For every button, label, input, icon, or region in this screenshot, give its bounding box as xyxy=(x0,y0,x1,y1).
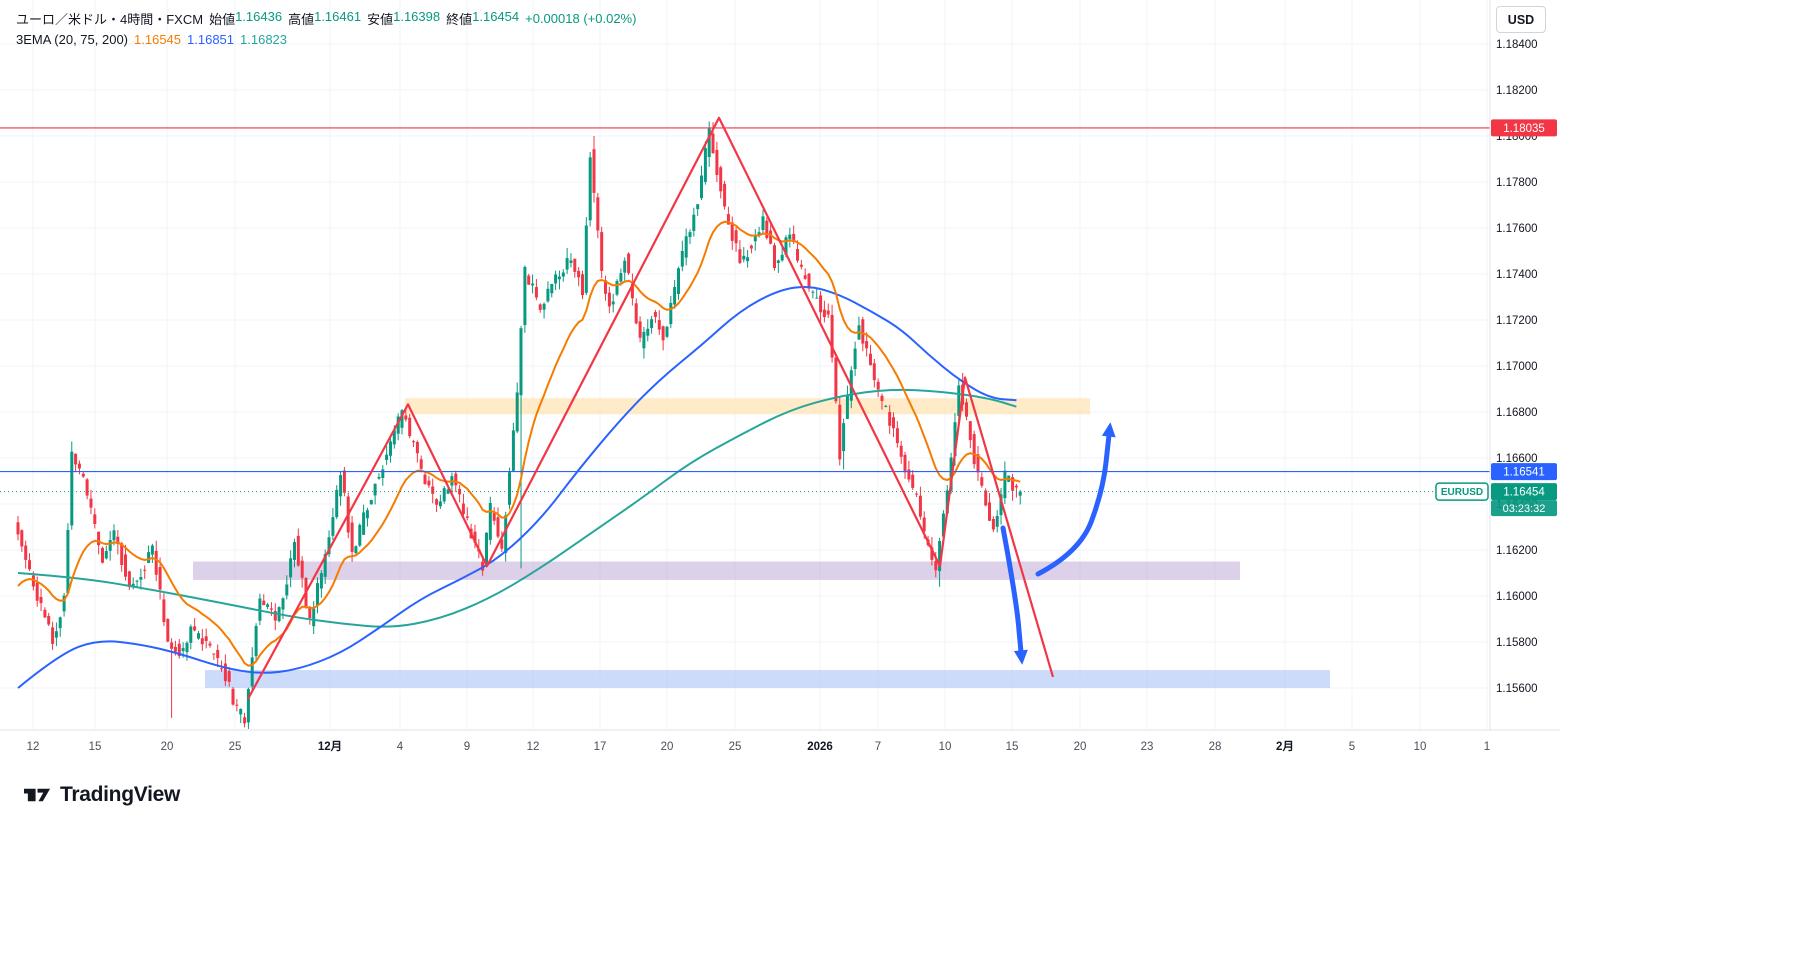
time-axis-label: 25 xyxy=(729,741,742,753)
demand-zone-blue[interactable] xyxy=(205,670,1330,688)
svg-text:1.16454: 1.16454 xyxy=(1503,487,1545,499)
close-pair: 終値 1.16454 xyxy=(446,9,519,28)
time-axis-label: 20 xyxy=(161,741,174,753)
price-axis-label: 1.18400 xyxy=(1496,39,1538,51)
ema200-value: 1.16823 xyxy=(240,32,288,47)
time-axis-label: 10 xyxy=(1414,741,1427,753)
price-axis-label: 1.15800 xyxy=(1496,637,1538,649)
low-label: 安値 xyxy=(367,12,394,27)
open-pair: 始値 1.16436 xyxy=(209,9,282,28)
price-axis-label: 1.17200 xyxy=(1496,315,1538,327)
current-price-tag: 1.16454 xyxy=(1491,483,1557,501)
svg-text:1.18035: 1.18035 xyxy=(1503,123,1545,135)
bar-countdown-tag: 03:23:32 xyxy=(1491,500,1557,517)
time-axis-label: 5 xyxy=(1349,741,1355,753)
time-axis-label: 12 xyxy=(527,741,540,753)
supply-zone-yellow[interactable] xyxy=(405,398,1090,415)
support-price-tag: 1.16541 xyxy=(1491,463,1557,481)
time-axis-label: 23 xyxy=(1141,741,1154,753)
time-axis[interactable]: 12 15 20 25 12月 4 9 12 17 20 25 2026 7 10 15 20 23 28 2月 5 1… xyxy=(27,740,1491,753)
price-axis-label: 1.16000 xyxy=(1496,591,1538,603)
low-pair: 安値 1.16398 xyxy=(367,9,440,28)
ema-75-line[interactable] xyxy=(17,286,1017,689)
tradingview-logo-icon xyxy=(24,788,51,802)
ema-20-line[interactable] xyxy=(17,220,1021,667)
svg-text:1.16541: 1.16541 xyxy=(1503,467,1545,479)
open-label: 始値 xyxy=(209,12,236,27)
chart-area[interactable]: 1.18400 1.18200 1.18000 1.17800 1.17600 1.174… xyxy=(0,0,1560,775)
price-axis-label: 1.15600 xyxy=(1496,683,1538,695)
high-value: 1.16461 xyxy=(314,9,362,24)
time-axis-label: 20 xyxy=(661,741,674,753)
price-axis-label: 1.18200 xyxy=(1496,85,1538,97)
change-value: +0.00018 (+0.02%) xyxy=(525,11,637,26)
ema75-value: 1.16851 xyxy=(187,32,235,47)
up-arrow-drawing[interactable] xyxy=(1035,422,1116,577)
ema20-value: 1.16545 xyxy=(134,32,182,47)
trend-zigzag-drawing[interactable] xyxy=(247,116,1055,700)
time-axis-label: 25 xyxy=(229,741,242,753)
ema-indicator-row[interactable]: 3EMA (20, 75, 200) 1.16545 1.16851 1.168… xyxy=(16,29,636,50)
price-axis[interactable]: 1.184001.182001.180001.178001.176001.174… xyxy=(1491,39,1557,695)
symbol-price-tag: EURUSD xyxy=(1435,482,1489,501)
time-axis-label: 1 xyxy=(1484,741,1490,753)
high-label: 高値 xyxy=(288,12,315,27)
close-label: 終値 xyxy=(446,12,473,27)
price-axis-label: 1.17000 xyxy=(1496,361,1538,373)
price-axis-label: 1.16200 xyxy=(1496,545,1538,557)
time-axis-label: 15 xyxy=(89,741,102,753)
time-axis-label: 9 xyxy=(464,741,470,753)
open-value: 1.16436 xyxy=(235,9,283,24)
ema-200-line[interactable] xyxy=(17,388,1017,628)
price-axis-label: 1.17800 xyxy=(1496,177,1538,189)
resistance-price-tag: 1.18035 xyxy=(1491,119,1557,137)
price-axis-label: 1.17600 xyxy=(1496,223,1538,235)
time-axis-label: 12 xyxy=(27,741,40,753)
grid-layer xyxy=(0,0,1490,730)
high-pair: 高値 1.16461 xyxy=(288,9,361,28)
ema-indicator-label: 3EMA (20, 75, 200) xyxy=(16,32,129,47)
time-axis-label: 2月 xyxy=(1276,740,1294,753)
down-arrow-drawing[interactable] xyxy=(1000,525,1028,665)
price-axis-label: 1.16800 xyxy=(1496,407,1538,419)
low-value: 1.16398 xyxy=(393,9,441,24)
price-axis-label: 1.16600 xyxy=(1496,453,1538,465)
currency-usd-button[interactable]: USD xyxy=(1496,6,1546,33)
time-axis-label: 7 xyxy=(875,741,881,753)
tradingview-logo-text: TradingView xyxy=(60,782,181,806)
demand-zone-purple[interactable] xyxy=(193,561,1240,580)
price-chart-svg[interactable]: 1.184001.182001.180001.178001.176001.174… xyxy=(0,0,1560,770)
close-value: 1.16454 xyxy=(472,9,520,24)
time-axis-label: 12月 xyxy=(318,740,342,753)
time-axis-label: 28 xyxy=(1209,741,1222,753)
symbol-title[interactable]: ユーロ／米ドル・4時間・FXCM xyxy=(16,12,204,27)
time-axis-label: 4 xyxy=(397,741,404,753)
time-axis-label: 20 xyxy=(1074,741,1087,753)
time-axis-label: 15 xyxy=(1006,741,1019,753)
time-axis-label: 10 xyxy=(939,741,952,753)
time-axis-label: 17 xyxy=(594,741,607,753)
price-axis-label: 1.17400 xyxy=(1496,269,1538,281)
chart-legend: ユーロ／米ドル・4時間・FXCM 始値 1.16436 高値 1.16461 安値 1… xyxy=(16,8,636,50)
time-axis-label: 2026 xyxy=(807,741,833,753)
svg-text:03:23:32: 03:23:32 xyxy=(1503,503,1546,515)
symbol-info-row[interactable]: ユーロ／米ドル・4時間・FXCM 始値 1.16436 高値 1.16461 安値 1… xyxy=(16,8,636,29)
svg-text:EURUSD: EURUSD xyxy=(1441,487,1483,498)
tradingview-watermark[interactable]: TradingView xyxy=(24,781,180,808)
